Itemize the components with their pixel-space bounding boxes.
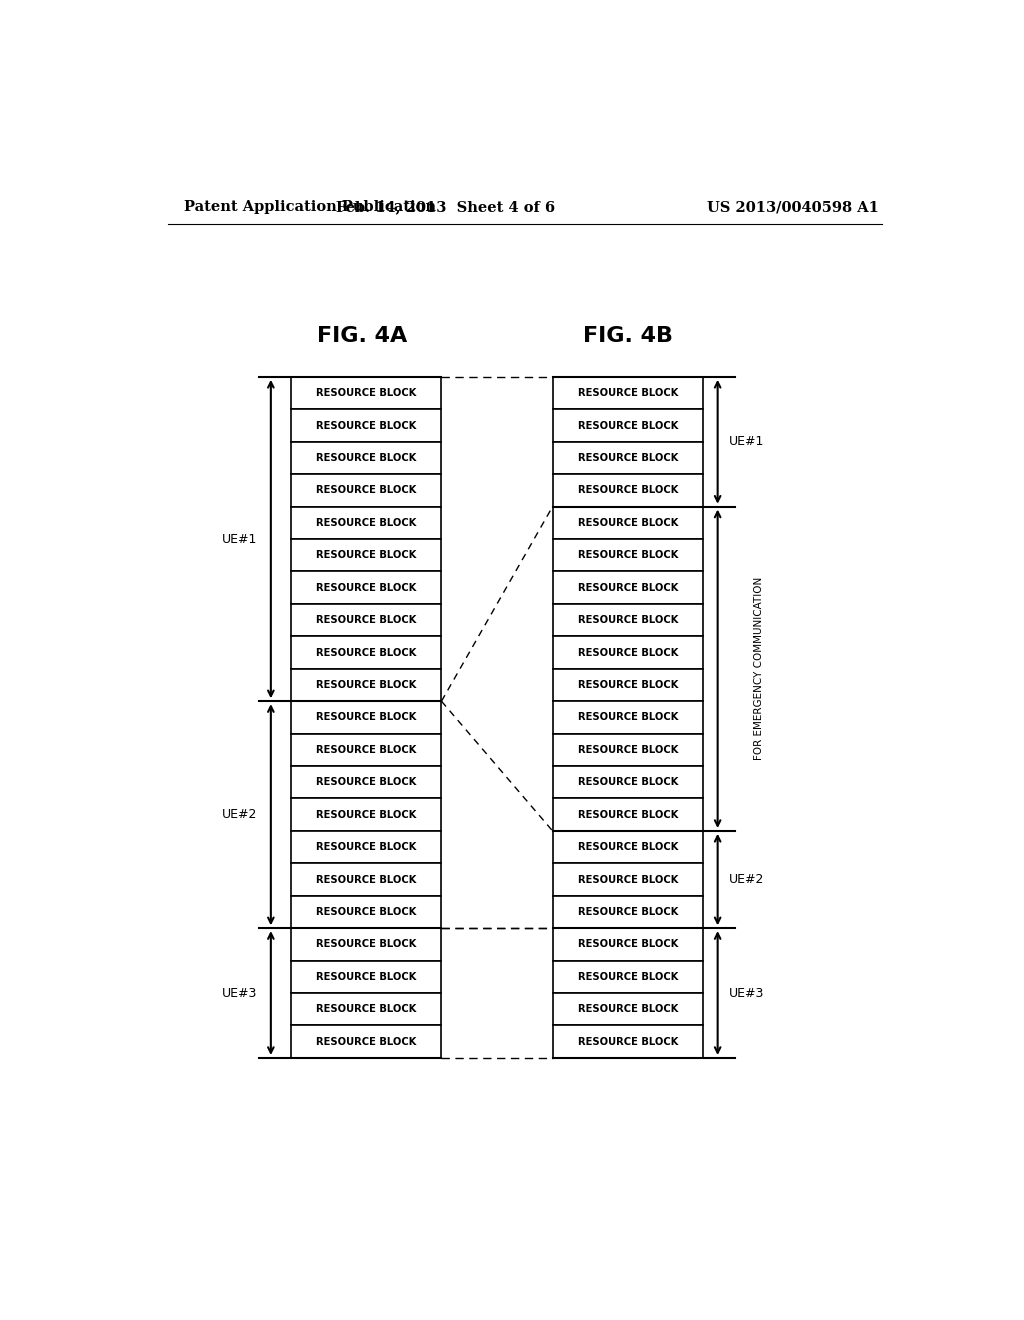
Bar (553, 896, 703, 928)
Text: RESOURCE BLOCK: RESOURCE BLOCK (578, 486, 678, 495)
Text: RESOURCE BLOCK: RESOURCE BLOCK (578, 842, 678, 853)
Bar (553, 799, 703, 830)
Text: RESOURCE BLOCK: RESOURCE BLOCK (578, 421, 678, 430)
Text: RESOURCE BLOCK: RESOURCE BLOCK (578, 744, 678, 755)
Bar (291, 442, 441, 474)
Text: RESOURCE BLOCK: RESOURCE BLOCK (315, 777, 417, 787)
Bar (291, 928, 441, 961)
Bar (291, 863, 441, 896)
Bar (291, 896, 441, 928)
Text: RESOURCE BLOCK: RESOURCE BLOCK (578, 1036, 678, 1047)
Text: RESOURCE BLOCK: RESOURCE BLOCK (315, 421, 417, 430)
Bar (291, 701, 441, 734)
Bar (291, 830, 441, 863)
Bar (553, 507, 703, 539)
Bar (291, 572, 441, 605)
Text: RESOURCE BLOCK: RESOURCE BLOCK (315, 972, 417, 982)
Text: RESOURCE BLOCK: RESOURCE BLOCK (315, 648, 417, 657)
Bar (291, 734, 441, 766)
Text: RESOURCE BLOCK: RESOURCE BLOCK (578, 648, 678, 657)
Bar (553, 993, 703, 1026)
Bar (291, 605, 441, 636)
Text: FIG. 4A: FIG. 4A (317, 326, 408, 346)
Bar (553, 572, 703, 605)
Text: UE#1: UE#1 (221, 532, 257, 545)
Text: RESOURCE BLOCK: RESOURCE BLOCK (578, 713, 678, 722)
Text: RESOURCE BLOCK: RESOURCE BLOCK (315, 517, 417, 528)
Bar (553, 378, 703, 409)
Text: FOR EMERGENCY COMMUNICATION: FOR EMERGENCY COMMUNICATION (754, 577, 764, 760)
Bar (291, 1026, 441, 1057)
Bar (553, 442, 703, 474)
Text: RESOURCE BLOCK: RESOURCE BLOCK (578, 875, 678, 884)
Text: RESOURCE BLOCK: RESOURCE BLOCK (315, 680, 417, 690)
Bar (553, 961, 703, 993)
Text: RESOURCE BLOCK: RESOURCE BLOCK (315, 453, 417, 463)
Text: UE#3: UE#3 (729, 986, 765, 999)
Text: UE#1: UE#1 (729, 436, 765, 449)
Bar (291, 636, 441, 669)
Text: RESOURCE BLOCK: RESOURCE BLOCK (578, 615, 678, 626)
Text: RESOURCE BLOCK: RESOURCE BLOCK (315, 875, 417, 884)
Text: RESOURCE BLOCK: RESOURCE BLOCK (315, 907, 417, 917)
Bar (553, 669, 703, 701)
Text: RESOURCE BLOCK: RESOURCE BLOCK (578, 388, 678, 399)
Text: RESOURCE BLOCK: RESOURCE BLOCK (578, 940, 678, 949)
Text: RESOURCE BLOCK: RESOURCE BLOCK (578, 907, 678, 917)
Text: RESOURCE BLOCK: RESOURCE BLOCK (315, 744, 417, 755)
Text: UE#2: UE#2 (729, 873, 765, 886)
Bar (291, 378, 441, 409)
Text: RESOURCE BLOCK: RESOURCE BLOCK (578, 1005, 678, 1014)
Bar (553, 636, 703, 669)
Bar (291, 474, 441, 507)
Text: RESOURCE BLOCK: RESOURCE BLOCK (315, 550, 417, 560)
Bar (291, 993, 441, 1026)
Text: RESOURCE BLOCK: RESOURCE BLOCK (315, 809, 417, 820)
Bar (553, 928, 703, 961)
Text: RESOURCE BLOCK: RESOURCE BLOCK (315, 940, 417, 949)
Text: FIG. 4B: FIG. 4B (583, 326, 673, 346)
Bar (291, 539, 441, 572)
Bar (291, 961, 441, 993)
Bar (553, 1026, 703, 1057)
Text: RESOURCE BLOCK: RESOURCE BLOCK (578, 809, 678, 820)
Text: RESOURCE BLOCK: RESOURCE BLOCK (315, 842, 417, 853)
Text: RESOURCE BLOCK: RESOURCE BLOCK (315, 1036, 417, 1047)
Bar (291, 409, 441, 442)
Bar (553, 605, 703, 636)
Bar (553, 701, 703, 734)
Text: RESOURCE BLOCK: RESOURCE BLOCK (578, 582, 678, 593)
Text: RESOURCE BLOCK: RESOURCE BLOCK (578, 777, 678, 787)
Bar (291, 766, 441, 799)
Bar (553, 539, 703, 572)
Bar (291, 669, 441, 701)
Text: UE#2: UE#2 (221, 808, 257, 821)
Text: RESOURCE BLOCK: RESOURCE BLOCK (315, 486, 417, 495)
Text: Feb. 14, 2013  Sheet 4 of 6: Feb. 14, 2013 Sheet 4 of 6 (336, 201, 555, 214)
Text: RESOURCE BLOCK: RESOURCE BLOCK (315, 713, 417, 722)
Text: RESOURCE BLOCK: RESOURCE BLOCK (315, 615, 417, 626)
Text: US 2013/0040598 A1: US 2013/0040598 A1 (708, 201, 880, 214)
Text: RESOURCE BLOCK: RESOURCE BLOCK (315, 388, 417, 399)
Text: RESOURCE BLOCK: RESOURCE BLOCK (315, 582, 417, 593)
Text: RESOURCE BLOCK: RESOURCE BLOCK (578, 680, 678, 690)
Bar (553, 830, 703, 863)
Bar (553, 766, 703, 799)
Text: RESOURCE BLOCK: RESOURCE BLOCK (578, 517, 678, 528)
Bar (291, 507, 441, 539)
Bar (553, 734, 703, 766)
Bar (553, 474, 703, 507)
Bar (553, 409, 703, 442)
Text: RESOURCE BLOCK: RESOURCE BLOCK (578, 972, 678, 982)
Text: RESOURCE BLOCK: RESOURCE BLOCK (578, 550, 678, 560)
Text: UE#3: UE#3 (221, 986, 257, 999)
Bar (553, 863, 703, 896)
Text: Patent Application Publication: Patent Application Publication (183, 201, 435, 214)
Text: RESOURCE BLOCK: RESOURCE BLOCK (578, 453, 678, 463)
Bar (291, 799, 441, 830)
Text: RESOURCE BLOCK: RESOURCE BLOCK (315, 1005, 417, 1014)
